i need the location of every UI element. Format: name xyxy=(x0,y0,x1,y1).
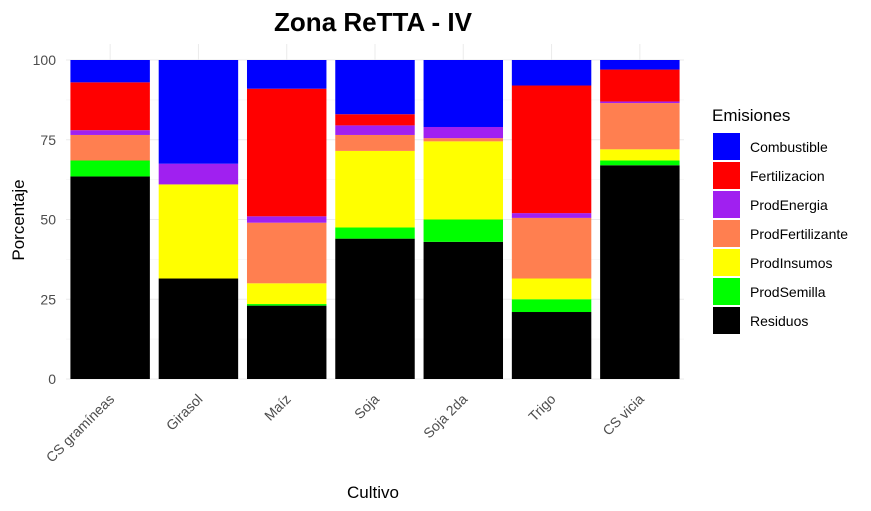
bar-segment-prodfertilizante xyxy=(246,222,327,284)
x-tick-label: Girasol xyxy=(163,391,206,434)
y-tick-label: 50 xyxy=(40,212,56,228)
bar-segment-combustible xyxy=(70,60,150,83)
bar-segment-prodenergia xyxy=(70,130,150,135)
bar-segment-prodsemilla xyxy=(335,227,415,239)
y-tick-label: 100 xyxy=(33,52,57,68)
bar-segment-residuos xyxy=(511,312,592,379)
legend-label-prodsemilla: ProdSemilla xyxy=(750,284,826,300)
legend-key-fertilizacion xyxy=(713,162,740,189)
legend-key-prodsemilla xyxy=(713,278,740,305)
legend-label-prodenergia: ProdEnergia xyxy=(750,197,828,213)
bar-segment-prodsemilla xyxy=(70,160,150,177)
bar-segment-residuos xyxy=(246,305,327,379)
y-axis-ticks: 0 25 50 75 100 xyxy=(33,52,57,387)
bar-segment-prodenergia xyxy=(335,125,415,135)
legend-key-residuos xyxy=(713,307,740,334)
bar-segment-combustible xyxy=(246,60,327,89)
bar-segment-residuos xyxy=(335,238,415,379)
legend-key-combustible xyxy=(713,133,740,160)
bar-segment-residuos xyxy=(158,278,239,379)
legend: Emisiones Combustible Fertilizacion ProdEn… xyxy=(712,106,848,334)
bar-segment-prodenergia xyxy=(158,163,239,185)
bars xyxy=(70,60,680,379)
bar-segment-prodinsumos xyxy=(335,150,415,228)
bar-segment-fertilizacion xyxy=(335,114,415,126)
x-tick-label: Trigo xyxy=(525,391,559,425)
bar-segment-prodenergia xyxy=(423,126,504,139)
bar-segment-prodfertilizante xyxy=(335,134,415,151)
x-tick-label: Maíz xyxy=(261,391,294,424)
legend-key-prodinsumos xyxy=(713,249,740,276)
bar-segment-residuos xyxy=(70,176,150,379)
bar-segment-combustible xyxy=(335,60,415,115)
bar-segment-prodsemilla xyxy=(246,304,327,306)
legend-title: Emisiones xyxy=(712,106,790,125)
bar-segment-combustible xyxy=(600,60,680,70)
bar-segment-prodinsumos xyxy=(600,149,680,161)
bar-segment-prodfertilizante xyxy=(600,103,680,150)
bar-segment-prodsemilla xyxy=(600,160,680,166)
bar-segment-prodinsumos xyxy=(511,278,592,300)
y-tick-label: 0 xyxy=(48,371,56,387)
bar-segment-prodfertilizante xyxy=(423,138,504,142)
bar-segment-prodenergia xyxy=(246,216,327,223)
y-tick-label: 25 xyxy=(40,291,56,307)
bar-segment-prodenergia xyxy=(511,213,592,218)
x-tick-label: Soja 2da xyxy=(420,391,471,442)
bar-segment-residuos xyxy=(423,241,504,379)
bar-segment-combustible xyxy=(423,60,504,127)
bar-segment-residuos xyxy=(600,165,680,379)
legend-key-prodfertilizante xyxy=(713,220,740,247)
legend-key-prodenergia xyxy=(713,191,740,218)
x-tick-label: CS vicia xyxy=(599,391,647,439)
legend-label-prodinsumos: ProdInsumos xyxy=(750,255,832,271)
bar-segment-fertilizacion xyxy=(70,82,150,131)
bar-segment-prodinsumos xyxy=(158,184,239,279)
bar-segment-prodenergia xyxy=(600,101,680,104)
x-axis-ticks: CS gramíneas Girasol Maíz Soja Soja 2da Trigo… xyxy=(43,391,647,466)
bar-segment-combustible xyxy=(158,60,239,164)
x-tick-label: CS gramíneas xyxy=(43,391,118,466)
legend-label-fertilizacion: Fertilizacion xyxy=(750,168,825,184)
bar-segment-prodfertilizante xyxy=(511,217,592,279)
bar-segment-fertilizacion xyxy=(246,88,327,217)
bar-segment-prodfertilizante xyxy=(70,134,150,161)
legend-label-residuos: Residuos xyxy=(750,313,808,329)
bar-segment-prodinsumos xyxy=(423,141,504,220)
bar-segment-prodsemilla xyxy=(423,219,504,242)
y-tick-label: 75 xyxy=(40,132,56,148)
bar-segment-fertilizacion xyxy=(511,85,592,214)
bar-segment-combustible xyxy=(511,60,592,86)
x-axis-label: Cultivo xyxy=(347,483,399,502)
bar-segment-fertilizacion xyxy=(600,69,680,102)
chart-title: Zona ReTTA - IV xyxy=(274,7,473,37)
y-axis-label: Porcentaje xyxy=(9,179,28,260)
legend-label-combustible: Combustible xyxy=(750,139,828,155)
bar-segment-prodsemilla xyxy=(511,299,592,313)
x-tick-label: Soja xyxy=(351,391,382,422)
bar-segment-prodinsumos xyxy=(246,283,327,305)
legend-label-prodfertilizante: ProdFertilizante xyxy=(750,226,848,242)
